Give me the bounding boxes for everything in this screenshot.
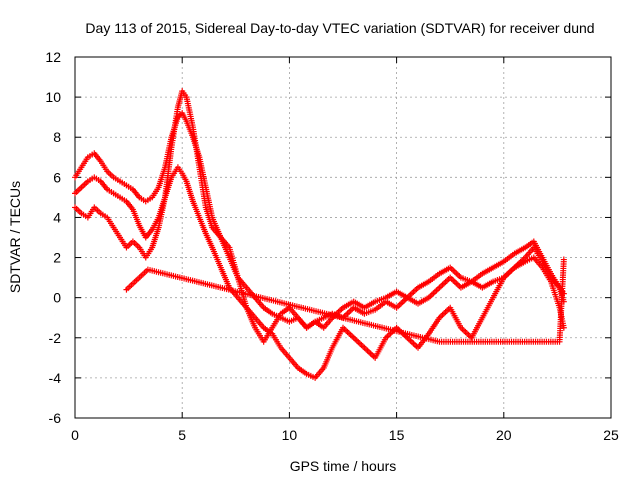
y-tick-label: -2 [49, 330, 62, 346]
y-axis-label: SDTVAR / TECUs [7, 181, 23, 293]
chart-title: Day 113 of 2015, Sidereal Day-to-day VTE… [85, 20, 594, 36]
y-tick-label: 0 [53, 290, 61, 306]
x-axis-label: GPS time / hours [290, 458, 397, 474]
series-track-C [72, 88, 567, 345]
data-point [560, 324, 567, 331]
y-tick-label: 2 [53, 250, 61, 266]
y-tick-label: 4 [53, 209, 61, 225]
series-isolated-points [123, 256, 567, 345]
x-tick-label: 20 [496, 427, 512, 443]
y-tick-label: -4 [49, 370, 62, 386]
y-tick-label: 10 [45, 89, 61, 105]
x-tick-label: 5 [178, 427, 186, 443]
x-tick-label: 15 [389, 427, 405, 443]
data-points [72, 88, 567, 381]
y-tick-label: 6 [53, 169, 61, 185]
y-tick-label: 8 [53, 129, 61, 145]
x-tick-label: 0 [71, 427, 79, 443]
y-tick-label: -6 [49, 410, 62, 426]
axis-ticks: 0 5 10 15 20 25 -6 -4 -2 0 2 4 6 8 10 12 [45, 49, 619, 443]
plot-frame [74, 56, 612, 419]
y-tick-label: 12 [45, 49, 61, 65]
x-tick-label: 10 [282, 427, 298, 443]
x-tick-label: 25 [603, 427, 619, 443]
data-point [560, 256, 567, 263]
